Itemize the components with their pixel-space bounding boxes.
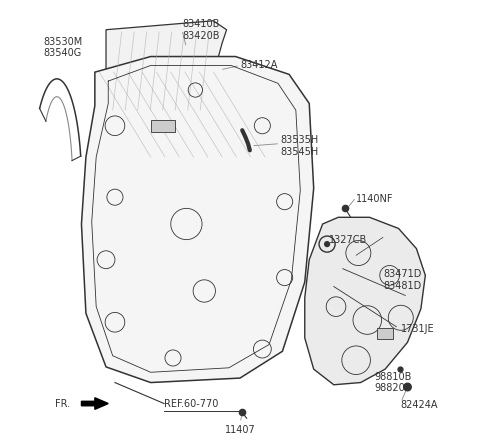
Text: 83530M
83540G: 83530M 83540G: [44, 37, 83, 58]
Text: 1731JE: 1731JE: [401, 324, 434, 334]
Text: 11407: 11407: [225, 425, 255, 435]
Circle shape: [324, 241, 330, 247]
Text: 83412A: 83412A: [240, 60, 277, 70]
Text: 98810B
98820B: 98810B 98820B: [374, 372, 411, 393]
Bar: [151, 120, 175, 133]
Text: 82424A: 82424A: [401, 400, 438, 410]
Bar: [377, 328, 393, 339]
Text: REF.60-770: REF.60-770: [164, 399, 218, 409]
Text: 83410B
83420B: 83410B 83420B: [182, 19, 219, 40]
Text: FR.: FR.: [55, 399, 70, 409]
Polygon shape: [82, 398, 108, 409]
Polygon shape: [305, 217, 425, 385]
Text: 1140NF: 1140NF: [356, 194, 394, 204]
Text: 1327CB: 1327CB: [329, 235, 368, 245]
Circle shape: [403, 383, 412, 392]
Polygon shape: [106, 21, 227, 119]
Text: 83471D
83481D: 83471D 83481D: [383, 269, 421, 291]
Text: 83535H
83545H: 83535H 83545H: [280, 135, 318, 157]
Polygon shape: [82, 56, 314, 383]
